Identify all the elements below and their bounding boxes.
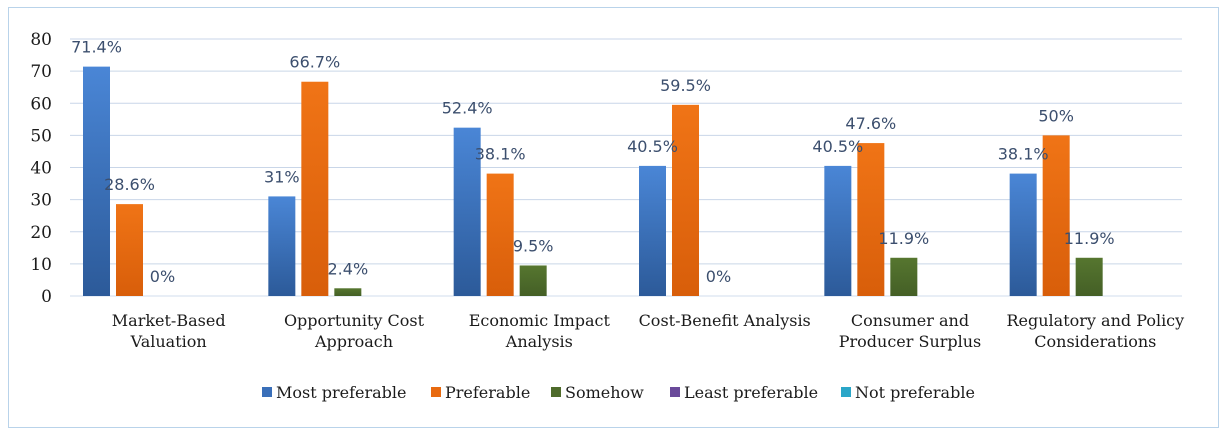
- category-label-5-line-2: Producer Surplus: [839, 332, 982, 351]
- y-tick-label-50: 50: [30, 126, 52, 146]
- data-label-4-most-preferable: 40.5%: [627, 137, 678, 156]
- data-label-5-most-preferable: 40.5%: [812, 137, 863, 156]
- bar-6-preferable: [1042, 135, 1070, 296]
- bar-6-somehow: [1075, 257, 1103, 296]
- bar-4-most-preferable: [639, 165, 666, 296]
- legend-swatch-preferable: [431, 387, 441, 397]
- legend: Most preferable Preferable Somehow Least pr…: [262, 383, 975, 402]
- y-tick-label-20: 20: [30, 223, 52, 243]
- data-label-1-somehow: 0%: [150, 267, 175, 286]
- legend-label-not-preferable: Not preferable: [855, 383, 975, 402]
- y-axis-ticks: 0 10 20 30 40 50 60 70 80: [30, 30, 52, 307]
- legend-label-most-preferable: Most preferable: [276, 383, 407, 402]
- bar-3-most-preferable: [453, 127, 481, 296]
- category-label-1-line-2: Valuation: [130, 332, 207, 351]
- bar-5-preferable: [857, 143, 885, 296]
- bar-2-somehow: [334, 288, 362, 296]
- legend-swatch-somehow: [551, 387, 561, 397]
- y-tick-label-70: 70: [30, 62, 52, 82]
- y-tick-label-60: 60: [30, 94, 52, 114]
- data-label-2-somehow: 2.4%: [328, 259, 369, 278]
- data-label-2-preferable: 66.7%: [289, 53, 340, 72]
- data-label-3-preferable: 38.1%: [475, 145, 526, 164]
- bar-3-preferable: [486, 173, 514, 296]
- x-axis-categories: Market-Based Valuation Opportunity Cost App…: [112, 311, 1184, 351]
- legend-label-least-preferable: Least preferable: [684, 383, 818, 402]
- data-label-3-somehow: 9.5%: [513, 236, 554, 255]
- data-label-1-preferable: 28.6%: [104, 175, 155, 194]
- category-label-5-line-1: Consumer and: [851, 311, 969, 330]
- category-label-6-line-2: Considerations: [1034, 332, 1156, 351]
- data-label-4-preferable: 59.5%: [660, 76, 711, 95]
- bar-1-most-preferable: [83, 66, 110, 296]
- category-label-1-line-1: Market-Based: [112, 311, 226, 330]
- category-label-4-line-1: Cost-Benefit Analysis: [639, 311, 811, 330]
- y-tick-label-80: 80: [30, 30, 52, 50]
- gridlines: [70, 38, 1182, 297]
- legend-swatch-not-preferable: [841, 387, 851, 397]
- bar-1-preferable: [116, 204, 143, 296]
- legend-label-preferable: Preferable: [445, 383, 530, 402]
- legend-swatch-most-preferable: [262, 387, 272, 397]
- bar-5-most-preferable: [824, 165, 852, 296]
- legend-label-somehow: Somehow: [565, 383, 644, 402]
- category-label-2-line-1: Opportunity Cost: [284, 311, 425, 330]
- data-label-5-somehow: 11.9%: [878, 229, 929, 248]
- data-label-6-preferable: 50%: [1038, 106, 1074, 125]
- bars: [83, 66, 1103, 296]
- data-label-6-most-preferable: 38.1%: [998, 145, 1049, 164]
- y-tick-label-10: 10: [30, 255, 52, 275]
- y-tick-label-0: 0: [41, 287, 52, 307]
- category-label-3-line-1: Economic Impact: [469, 311, 611, 330]
- bar-5-somehow: [890, 257, 918, 296]
- y-tick-label-40: 40: [30, 159, 52, 179]
- bar-2-most-preferable: [268, 196, 296, 296]
- bar-4-preferable: [672, 104, 699, 296]
- bar-6-most-preferable: [1009, 173, 1037, 296]
- data-label-4-somehow: 0%: [706, 267, 731, 286]
- category-label-2-line-2: Approach: [314, 332, 393, 351]
- data-label-5-preferable: 47.6%: [845, 114, 896, 133]
- data-label-3-most-preferable: 52.4%: [442, 99, 493, 118]
- category-label-3-line-2: Analysis: [505, 332, 573, 351]
- category-label-6-line-1: Regulatory and Policy: [1006, 311, 1184, 330]
- data-label-1-most-preferable: 71.4%: [71, 38, 122, 57]
- data-label-6-somehow: 11.9%: [1064, 229, 1115, 248]
- y-tick-label-30: 30: [30, 191, 52, 211]
- data-labels: 71.4% 28.6% 0% 31% 66.7% 2.4% 52.4% 38.1% 9.5% 40…: [71, 38, 1114, 286]
- data-label-2-most-preferable: 31%: [264, 167, 300, 186]
- legend-swatch-least-preferable: [670, 387, 680, 397]
- bar-3-somehow: [519, 265, 547, 296]
- bar-2-preferable: [301, 81, 329, 296]
